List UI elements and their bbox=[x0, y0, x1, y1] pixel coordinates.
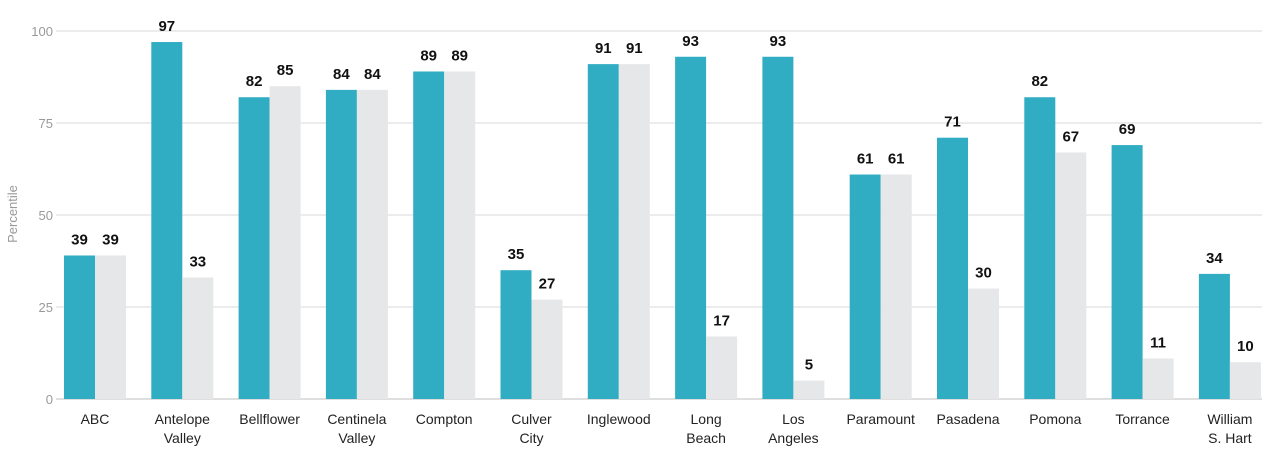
x-tick-label: Culver City bbox=[511, 411, 552, 446]
y-axis-title: Percentile bbox=[5, 185, 20, 243]
bar-series-2 bbox=[531, 299, 563, 399]
data-label: 91 bbox=[626, 40, 643, 57]
bar-series-2 bbox=[1229, 362, 1261, 399]
x-tick-label: Pomona bbox=[1029, 411, 1081, 427]
data-label: 89 bbox=[451, 47, 468, 64]
bars bbox=[64, 42, 1261, 400]
x-tick-label: Pasadena bbox=[936, 411, 999, 427]
bar-series-1 bbox=[762, 56, 794, 399]
bar-series-2 bbox=[618, 64, 650, 400]
bar-series-2 bbox=[706, 336, 738, 399]
bar-series-1 bbox=[238, 97, 270, 400]
data-label: 61 bbox=[888, 151, 905, 168]
data-label: 93 bbox=[770, 33, 787, 50]
data-label: 71 bbox=[944, 114, 961, 131]
x-axis-ticks: ABC Antelope Valley Bellflower Centinela Vall… bbox=[81, 411, 1253, 446]
data-label: 39 bbox=[71, 231, 88, 248]
data-label: 67 bbox=[1062, 128, 1079, 145]
data-label: 82 bbox=[1031, 73, 1048, 90]
bar-series-2 bbox=[444, 71, 476, 399]
data-label: 39 bbox=[102, 231, 119, 248]
bar-series-2 bbox=[1055, 152, 1087, 399]
x-tick-label: Centinela Valley bbox=[327, 411, 386, 446]
bar-series-1 bbox=[1111, 145, 1143, 399]
data-label: 82 bbox=[246, 73, 263, 90]
x-tick-label: Torrance bbox=[1115, 411, 1170, 427]
data-label: 30 bbox=[975, 265, 992, 282]
bar-series-1 bbox=[413, 71, 445, 399]
bar-series-1 bbox=[151, 42, 183, 399]
data-label: 10 bbox=[1237, 338, 1254, 355]
bar-series-1 bbox=[64, 255, 95, 399]
data-label: 91 bbox=[595, 40, 612, 57]
x-tick-label: Los Angeles bbox=[768, 411, 819, 446]
bar-series-2 bbox=[880, 174, 912, 399]
bar-series-1 bbox=[675, 56, 707, 399]
y-tick-label: 75 bbox=[39, 116, 53, 131]
bar-series-2 bbox=[1142, 358, 1174, 399]
x-tick-label: William S. Hart bbox=[1207, 411, 1252, 446]
data-label: 85 bbox=[277, 62, 294, 79]
bar-series-1 bbox=[587, 64, 619, 400]
x-tick-label: Inglewood bbox=[587, 411, 651, 427]
bar-series-1 bbox=[1198, 273, 1230, 399]
bar-series-2 bbox=[968, 288, 999, 399]
x-tick-label: Compton bbox=[416, 411, 473, 427]
x-tick-label: Antelope Valley bbox=[155, 411, 210, 446]
data-label: 34 bbox=[1206, 250, 1223, 267]
data-label: 84 bbox=[364, 66, 381, 83]
data-label: 35 bbox=[508, 246, 525, 263]
y-tick-label: 100 bbox=[31, 24, 53, 39]
data-label: 17 bbox=[713, 312, 730, 329]
y-tick-label: 50 bbox=[39, 208, 53, 223]
data-label: 11 bbox=[1150, 335, 1166, 352]
bar-series-2 bbox=[95, 255, 126, 399]
x-tick-label: ABC bbox=[81, 411, 110, 427]
x-tick-label: Paramount bbox=[846, 411, 915, 427]
bar-series-1 bbox=[500, 270, 532, 399]
x-tick-label: Long Beach bbox=[686, 411, 726, 446]
data-labels: 39 39 97 33 82 85 84 84 89 89 35 27 91 91 93 17 93 5 61 61 7… bbox=[71, 18, 1254, 374]
bar-series-2 bbox=[182, 277, 214, 399]
y-tick-label: 25 bbox=[39, 300, 53, 315]
bar-series-1 bbox=[1024, 97, 1056, 400]
data-label: 27 bbox=[539, 276, 556, 293]
bar-series-1 bbox=[849, 174, 881, 399]
data-label: 33 bbox=[189, 254, 206, 271]
data-label: 89 bbox=[420, 47, 437, 64]
bar-series-2 bbox=[269, 86, 301, 399]
data-label: 97 bbox=[158, 18, 175, 35]
data-label: 93 bbox=[682, 33, 699, 50]
bar-series-1 bbox=[937, 137, 968, 399]
y-axis-ticks: 0 25 50 75 100 bbox=[31, 24, 53, 407]
data-label: 69 bbox=[1119, 121, 1136, 138]
bar-series-2 bbox=[356, 89, 388, 399]
data-label: 61 bbox=[857, 151, 874, 168]
bar-series-2 bbox=[793, 380, 825, 399]
x-tick-label: Bellflower bbox=[239, 411, 300, 427]
bar-series-1 bbox=[325, 89, 357, 399]
y-tick-label: 0 bbox=[46, 392, 53, 407]
data-label: 84 bbox=[333, 66, 350, 83]
data-label: 5 bbox=[805, 357, 813, 374]
